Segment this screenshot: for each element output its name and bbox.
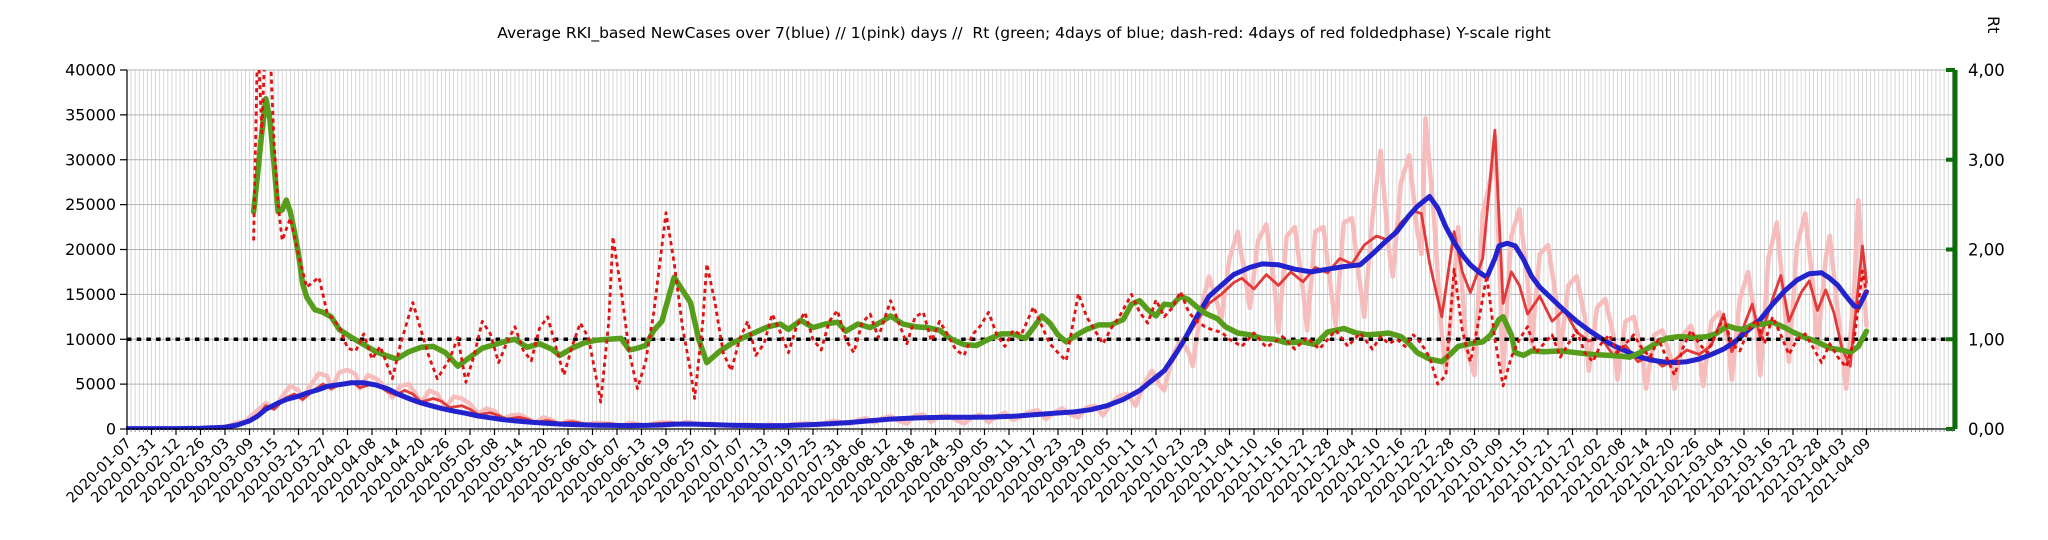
left-axis-tick-label: 10000 (65, 330, 116, 349)
left-axis-tick-label: 30000 (65, 150, 116, 169)
left-axis-tick-label: 20000 (65, 240, 116, 259)
series-pink-daily-cases-line (126, 116, 1869, 430)
left-axis-labels: 0 5000 10000 15000 20000 25000 30000 35000 40000 (65, 61, 116, 439)
right-axis-ticks (1946, 68, 1955, 431)
right-axis-tick-label: 1,00 (1968, 330, 2005, 349)
horizontal-gridlines (127, 69, 1955, 385)
chart-title: Average RKI_based NewCases over 7(blue) … (497, 24, 1551, 42)
x-axis-labels: 2020-01-072020-01-312020-02-122020-02-26… (64, 436, 1874, 507)
left-axis-tick-label: 5000 (75, 375, 116, 394)
left-axis-tick-label: 15000 (65, 285, 116, 304)
series-green-rt-of-blue-line (250, 95, 1870, 369)
left-axis-tick-label: 35000 (65, 105, 116, 124)
right-axis-tick-label: 2,00 (1968, 241, 2005, 260)
series-layer (126, 70, 1955, 430)
right-axis-labels: 0,00 1,00 2,00 3,00 4,00 (1968, 61, 2005, 439)
left-axis-tick-label: 40000 (65, 61, 116, 80)
left-axis-ticks (120, 69, 127, 430)
right-axis-tick-label: 0,00 (1968, 420, 2005, 439)
right-axis-tick-label: 4,00 (1968, 61, 2005, 80)
left-axis-tick-label: 25000 (65, 195, 116, 214)
x-axis-ticks (126, 429, 1953, 435)
right-axis-tick-label: 3,00 (1968, 151, 2005, 170)
left-axis-tick-label: 0 (106, 420, 116, 439)
